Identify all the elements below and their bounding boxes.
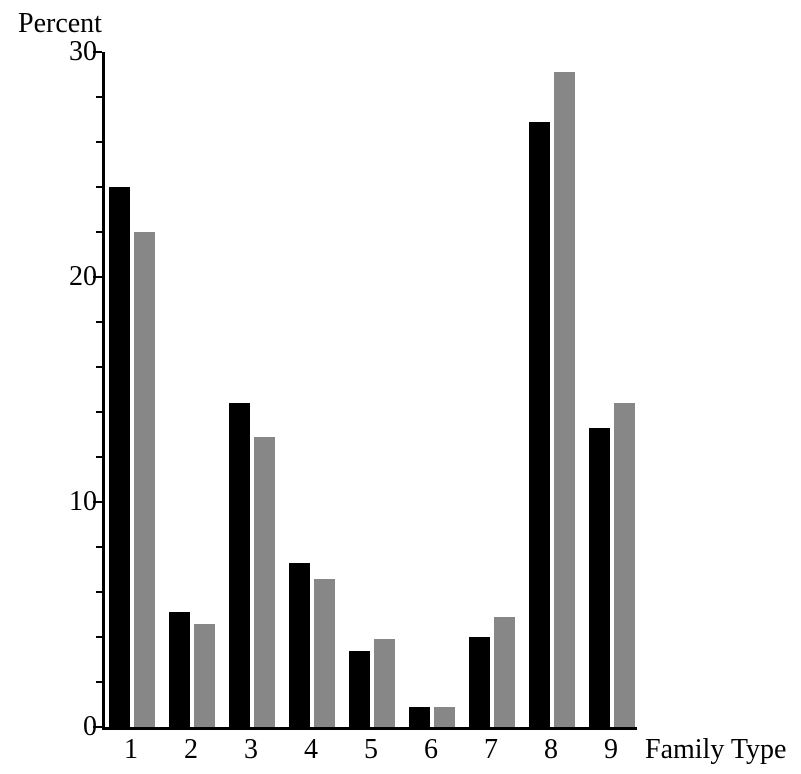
- bar-gray-1: [134, 232, 155, 727]
- y-axis-line: [102, 52, 105, 730]
- y-major-tick: [93, 726, 102, 728]
- y-tick-label: 30: [69, 36, 97, 67]
- x-axis-title: Family Type: [645, 734, 787, 765]
- y-major-tick: [93, 501, 102, 503]
- y-tick-label: 10: [69, 486, 97, 517]
- x-category-label: 6: [424, 734, 438, 765]
- bar-gray-4: [314, 578, 335, 727]
- x-category-label: 8: [544, 734, 558, 765]
- y-minor-tick: [96, 186, 102, 188]
- bar-black-3: [229, 403, 250, 727]
- y-major-tick: [93, 276, 102, 278]
- y-tick-label: 0: [83, 711, 97, 742]
- bar-gray-9: [614, 403, 635, 727]
- y-minor-tick: [96, 366, 102, 368]
- bar-black-9: [589, 427, 610, 728]
- y-tick-label: 20: [69, 261, 97, 292]
- bar-black-2: [169, 612, 190, 727]
- y-minor-tick: [96, 141, 102, 143]
- y-minor-tick: [96, 231, 102, 233]
- y-minor-tick: [96, 591, 102, 593]
- y-axis-title: Percent: [18, 8, 102, 39]
- x-axis-line: [102, 727, 637, 730]
- bar-gray-6: [434, 706, 455, 728]
- bar-gray-5: [374, 639, 395, 728]
- y-minor-tick: [96, 456, 102, 458]
- x-category-label: 2: [184, 734, 198, 765]
- x-category-label: 7: [484, 734, 498, 765]
- bar-gray-3: [254, 436, 275, 728]
- bar-black-4: [289, 562, 310, 728]
- x-category-label: 3: [244, 734, 258, 765]
- y-minor-tick: [96, 636, 102, 638]
- bar-black-6: [409, 706, 430, 728]
- bar-gray-7: [494, 616, 515, 728]
- y-minor-tick: [96, 411, 102, 413]
- y-major-tick: [93, 51, 102, 53]
- y-minor-tick: [96, 546, 102, 548]
- bar-black-5: [349, 650, 370, 727]
- bar-black-7: [469, 637, 490, 727]
- x-category-label: 9: [604, 734, 618, 765]
- x-category-label: 4: [304, 734, 318, 765]
- y-minor-tick: [96, 96, 102, 98]
- y-minor-tick: [96, 321, 102, 323]
- x-category-label: 1: [124, 734, 138, 765]
- x-category-label: 5: [364, 734, 378, 765]
- bar-gray-8: [554, 72, 575, 728]
- bar-gray-2: [194, 623, 215, 727]
- y-minor-tick: [96, 681, 102, 683]
- bar-black-1: [109, 187, 130, 727]
- bar-black-8: [529, 121, 550, 728]
